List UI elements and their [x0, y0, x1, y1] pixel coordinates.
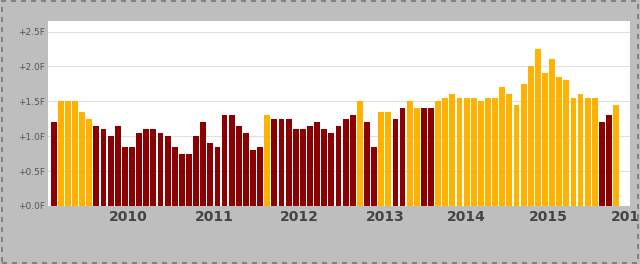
- Bar: [442, 98, 448, 206]
- Bar: [100, 129, 106, 206]
- Bar: [271, 119, 277, 206]
- Bar: [65, 101, 71, 206]
- Bar: [478, 101, 484, 206]
- Bar: [399, 108, 406, 206]
- Bar: [492, 98, 498, 206]
- Bar: [257, 147, 263, 206]
- Bar: [307, 126, 313, 206]
- Bar: [456, 98, 463, 206]
- Bar: [471, 98, 477, 206]
- Bar: [350, 115, 356, 206]
- Bar: [578, 94, 584, 206]
- Bar: [115, 126, 121, 206]
- Bar: [243, 133, 249, 206]
- Bar: [357, 101, 363, 206]
- Bar: [157, 133, 163, 206]
- Bar: [200, 122, 206, 206]
- Bar: [606, 115, 612, 206]
- Bar: [250, 150, 256, 206]
- Bar: [143, 129, 149, 206]
- Bar: [549, 59, 555, 206]
- Bar: [79, 112, 85, 206]
- Bar: [221, 115, 227, 206]
- Bar: [179, 154, 185, 206]
- Bar: [556, 77, 562, 206]
- Bar: [164, 136, 170, 206]
- Bar: [585, 98, 591, 206]
- Bar: [513, 105, 520, 206]
- Bar: [542, 73, 548, 206]
- Bar: [485, 98, 491, 206]
- Bar: [328, 133, 334, 206]
- Bar: [364, 122, 370, 206]
- Bar: [314, 122, 320, 206]
- Bar: [207, 143, 213, 206]
- Bar: [385, 112, 391, 206]
- Bar: [51, 122, 56, 206]
- Bar: [122, 147, 128, 206]
- Bar: [300, 129, 306, 206]
- Bar: [264, 115, 270, 206]
- Bar: [414, 108, 420, 206]
- Bar: [236, 126, 242, 206]
- Bar: [428, 108, 434, 206]
- Bar: [563, 81, 569, 206]
- Bar: [293, 129, 299, 206]
- Bar: [464, 98, 470, 206]
- Bar: [93, 126, 99, 206]
- Bar: [371, 147, 377, 206]
- Bar: [592, 98, 598, 206]
- Bar: [72, 101, 78, 206]
- Bar: [335, 126, 341, 206]
- Bar: [58, 101, 64, 206]
- Bar: [278, 119, 284, 206]
- Bar: [421, 108, 427, 206]
- Bar: [342, 119, 349, 206]
- Bar: [613, 105, 619, 206]
- Bar: [599, 122, 605, 206]
- Bar: [407, 101, 413, 206]
- Bar: [392, 119, 398, 206]
- Bar: [435, 101, 441, 206]
- Bar: [150, 129, 156, 206]
- Bar: [521, 84, 527, 206]
- Bar: [136, 133, 142, 206]
- Bar: [285, 119, 292, 206]
- Bar: [535, 49, 541, 206]
- Bar: [129, 147, 135, 206]
- Bar: [186, 154, 192, 206]
- Bar: [449, 94, 455, 206]
- Bar: [378, 112, 384, 206]
- Bar: [193, 136, 199, 206]
- Bar: [321, 129, 327, 206]
- Bar: [570, 98, 577, 206]
- Bar: [214, 147, 220, 206]
- Bar: [228, 115, 235, 206]
- Bar: [86, 119, 92, 206]
- Bar: [528, 67, 534, 206]
- Bar: [172, 147, 178, 206]
- Bar: [506, 94, 512, 206]
- Bar: [108, 136, 113, 206]
- Bar: [499, 87, 505, 206]
